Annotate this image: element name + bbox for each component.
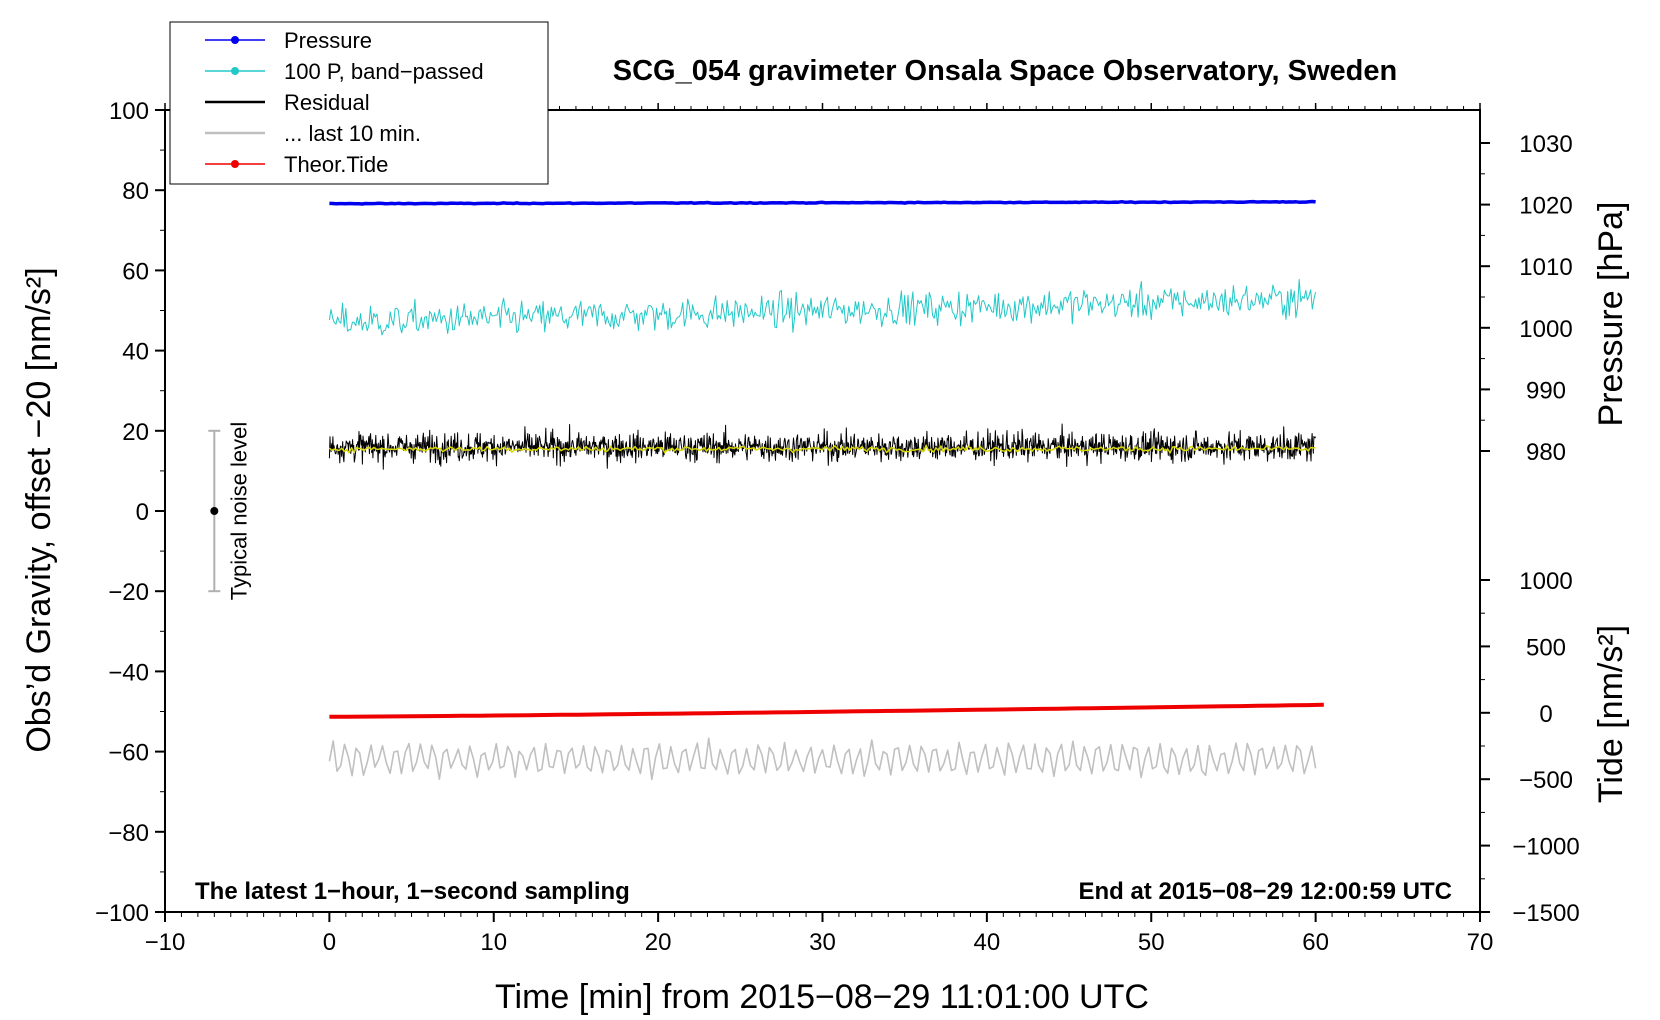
x-tick-label: 40: [974, 929, 1001, 956]
tide-tick-label: 500: [1526, 634, 1566, 661]
y-tick-label: 0: [136, 499, 149, 526]
y-axis-label-left: Obs’d Gravity, offset −20 [nm/s²]: [20, 267, 58, 752]
y-tick-label: −100: [95, 900, 149, 927]
legend-marker: [231, 36, 239, 44]
legend-label: ... last 10 min.: [284, 121, 421, 146]
legend: Pressure 100 P, band−passed Residual ... la…: [169, 21, 549, 185]
noise-level-indicator: Typical noise level: [208, 422, 251, 601]
annotation-end-time: End at 2015−08−29 12:00:59 UTC: [1078, 878, 1452, 905]
x-tick-label: −10: [145, 929, 186, 956]
axis-ticks: −10 0 10 20 30 40 50 60 70100806040200−20−40−60−…: [95, 98, 1580, 956]
annotation-sampling: The latest 1−hour, 1−second sampling: [195, 878, 630, 905]
x-tick-label: 30: [809, 929, 836, 956]
y-tick-label: 40: [122, 339, 149, 366]
series-band-passed-pressure: [328, 279, 1317, 336]
series-theor-tide: [329, 702, 1324, 719]
y-axis-label-tide: Tide [nm/s²]: [1592, 625, 1630, 803]
y-tick-label: 100: [109, 98, 149, 125]
x-tick-label: 60: [1302, 929, 1329, 956]
pressure-tick-label: 1000: [1519, 316, 1572, 343]
noise-bar-label: Typical noise level: [226, 422, 251, 601]
noise-bar-center-dot: [210, 507, 219, 515]
pressure-tick-label: 1030: [1519, 131, 1572, 158]
y-tick-label: −80: [108, 820, 149, 847]
chart-title: SCG_054 gravimeter Onsala Space Observat…: [613, 55, 1397, 87]
pressure-tick-label: 980: [1526, 439, 1566, 466]
series-residual: [328, 423, 1317, 470]
series-layer: [328, 199, 1324, 781]
tide-tick-label: −1000: [1512, 834, 1579, 861]
series-pressure: [329, 199, 1316, 206]
x-tick-label: 10: [480, 929, 507, 956]
pressure-tick-label: 1010: [1519, 254, 1572, 281]
y-tick-label: 60: [122, 258, 149, 285]
y-tick-label: −40: [108, 659, 149, 686]
x-axis-label: Time [min] from 2015−08−29 11:01:00 UTC: [495, 978, 1149, 1016]
series-last-10-min: [328, 737, 1317, 781]
legend-label: Theor.Tide: [284, 152, 388, 177]
x-tick-label: 20: [645, 929, 672, 956]
pressure-tick-label: 1020: [1519, 193, 1572, 220]
y-tick-label: −20: [108, 579, 149, 606]
y-tick-label: −60: [108, 740, 149, 767]
tide-tick-label: −500: [1519, 767, 1573, 794]
legend-marker: [231, 160, 239, 168]
y-tick-label: 80: [122, 178, 149, 205]
x-tick-label: 70: [1467, 929, 1494, 956]
series-residual-smoothed: [328, 444, 1316, 454]
tide-tick-label: 0: [1539, 701, 1552, 728]
legend-label: 100 P, band−passed: [284, 59, 484, 84]
pressure-tick-label: 990: [1526, 377, 1566, 404]
x-tick-label: 50: [1138, 929, 1165, 956]
plot-frame: [164, 109, 1481, 913]
tide-tick-label: 1000: [1519, 568, 1572, 595]
y-tick-label: 20: [122, 419, 149, 446]
legend-marker: [231, 67, 239, 75]
x-tick-label: 0: [323, 929, 336, 956]
legend-label: Residual: [284, 90, 370, 115]
legend-label: Pressure: [284, 28, 372, 53]
y-axis-label-pressure: Pressure [hPa]: [1592, 202, 1630, 427]
tide-tick-label: −1500: [1512, 900, 1579, 927]
